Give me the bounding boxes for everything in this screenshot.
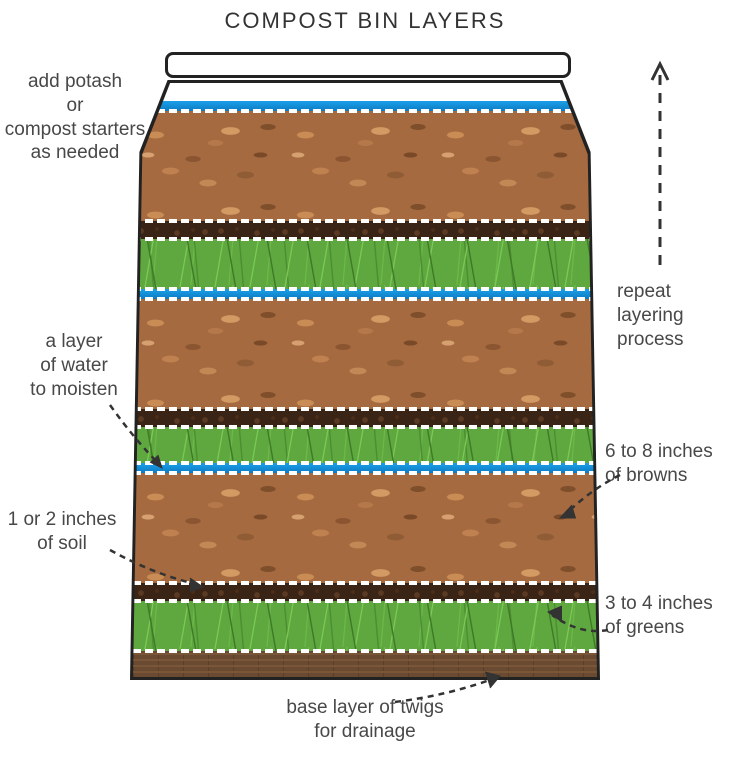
separator xyxy=(133,297,597,301)
separator xyxy=(133,425,597,429)
separator xyxy=(133,219,597,223)
separator xyxy=(133,407,597,411)
separator xyxy=(133,471,597,475)
layer-browns-2 xyxy=(133,299,597,409)
separator xyxy=(133,599,597,603)
layer-twigs xyxy=(133,651,597,677)
layer-greens-2 xyxy=(133,427,597,463)
separator xyxy=(133,461,597,465)
separator xyxy=(133,287,597,291)
bin-lid xyxy=(165,52,571,78)
separator xyxy=(133,649,597,653)
separator xyxy=(133,237,597,241)
layer-top-gap xyxy=(133,83,597,101)
compost-bin xyxy=(130,80,600,680)
layer-browns-3 xyxy=(133,111,597,221)
page-title: COMPOST BIN LAYERS xyxy=(0,8,730,34)
layer-greens-1 xyxy=(133,601,597,651)
label-soil: 1 or 2 inches of soil xyxy=(2,508,122,556)
label-potash: add potash or compost starters as needed xyxy=(0,70,150,165)
layer-greens-3 xyxy=(133,239,597,289)
label-browns: 6 to 8 inches of browns xyxy=(605,440,730,488)
label-water: a layer of water to moisten xyxy=(14,330,134,401)
label-twigs: base layer of twigs for drainage xyxy=(0,696,730,744)
separator xyxy=(133,581,597,585)
label-repeat: repeat layering process xyxy=(617,280,712,351)
repeat-arrow-icon xyxy=(650,60,670,270)
separator xyxy=(133,109,597,113)
layer-browns-1 xyxy=(133,473,597,583)
bin-layers-container xyxy=(133,83,597,677)
label-greens: 3 to 4 inches of greens xyxy=(605,592,730,640)
